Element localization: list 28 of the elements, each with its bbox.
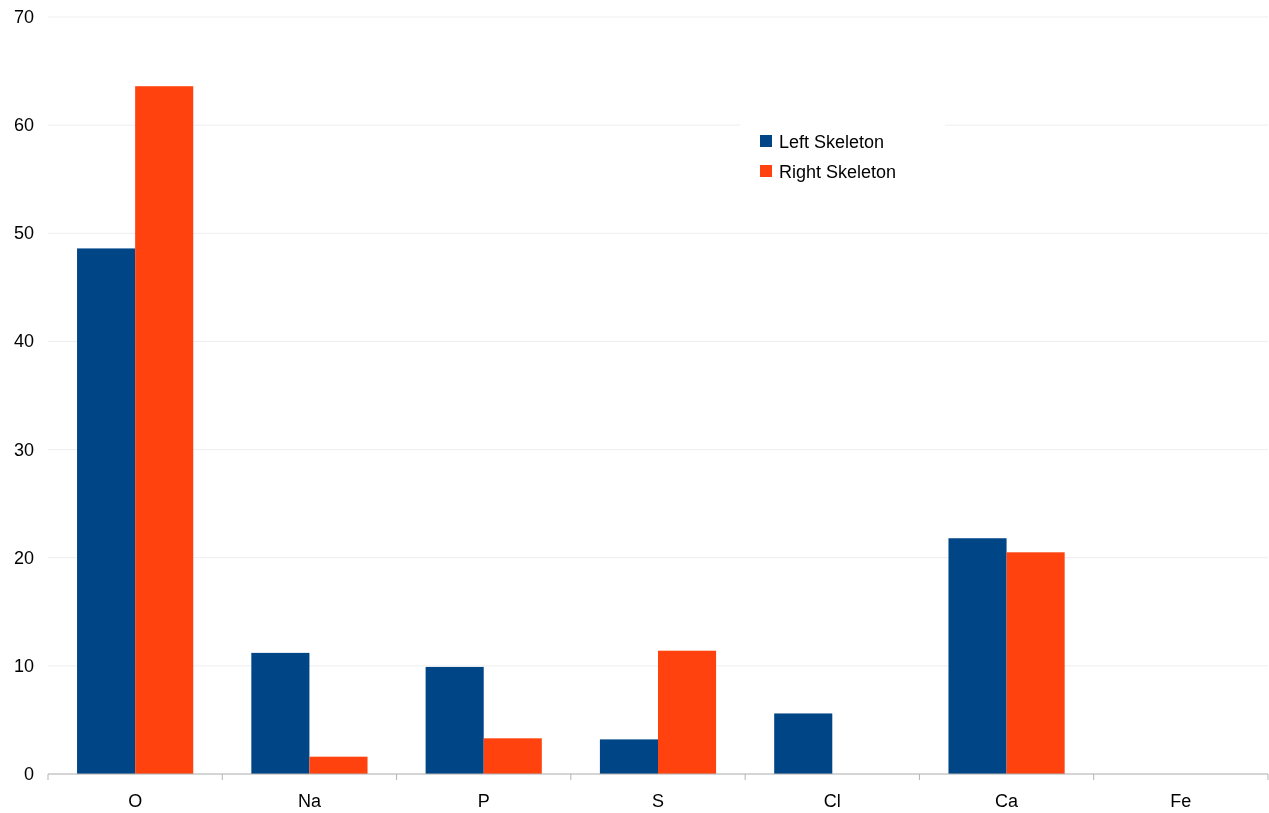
legend-label: Right Skeleton (779, 162, 897, 182)
bar (948, 538, 1007, 774)
bar (599, 739, 658, 774)
bar (309, 756, 368, 774)
legend-label: Left Skeleton (779, 132, 885, 152)
x-tick-label: Ca (995, 791, 1020, 811)
bar (658, 650, 717, 774)
bar (135, 86, 194, 774)
x-tick-label: Fe (1170, 791, 1192, 811)
x-tick-label: O (128, 791, 143, 811)
bar (425, 666, 484, 774)
y-tick-label: 30 (13, 439, 34, 460)
y-tick-label: 20 (13, 547, 34, 568)
y-tick-label: 40 (13, 331, 34, 352)
y-tick-label: 60 (13, 115, 34, 136)
bar (77, 248, 136, 774)
y-tick-label: 0 (23, 764, 34, 784)
x-tick-label: Na (297, 791, 322, 811)
y-tick-label: 10 (13, 655, 34, 676)
y-tick-label: 50 (13, 223, 34, 244)
bar (1006, 552, 1065, 774)
bar (483, 738, 542, 774)
x-tick-label: S (651, 791, 665, 811)
bar (774, 713, 833, 774)
bar (251, 652, 310, 774)
y-tick-label: 70 (13, 7, 34, 27)
x-tick-label: P (477, 791, 490, 811)
x-tick-label: Cl (823, 791, 841, 811)
